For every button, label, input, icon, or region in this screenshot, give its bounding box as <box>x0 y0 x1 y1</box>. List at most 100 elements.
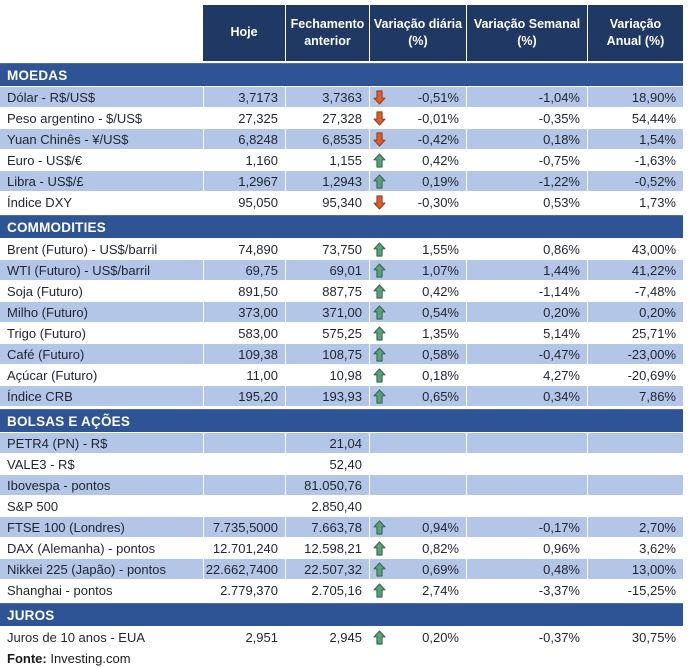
value-previous-close: 52,40 <box>285 454 369 474</box>
value-daily-change: -0,42% <box>417 131 459 147</box>
value-weekly-change <box>466 454 587 474</box>
down-arrow-icon <box>373 110 386 126</box>
value-annual-change: 54,44% <box>587 108 683 128</box>
value-weekly-change: 0,20% <box>466 302 587 322</box>
table-row[interactable]: Açúcar (Futuro) 11,00 10,98 0,18% 4,27% … <box>0 365 683 386</box>
daily-change-cell <box>369 433 466 453</box>
table-row[interactable]: Yuan Chinês - ¥/US$ 6,8248 6,8535 -0,42%… <box>0 129 683 150</box>
value-daily-change: 0,69% <box>422 561 459 577</box>
up-arrow-icon <box>373 540 386 556</box>
col-header-weekly-change: Variação Semanal (%) <box>466 5 587 61</box>
trend-arrow-slot <box>373 388 387 404</box>
trend-arrow-slot <box>373 629 387 645</box>
trend-arrow-slot <box>373 561 387 577</box>
trend-arrow-slot <box>373 304 387 320</box>
value-today <box>203 496 285 516</box>
table-row[interactable]: S&P 500 2.850,40 <box>0 496 683 517</box>
trend-arrow-slot <box>373 194 387 210</box>
value-daily-change: 0,42% <box>422 152 459 168</box>
value-previous-close: 371,00 <box>285 302 369 322</box>
table-row[interactable]: Nikkei 225 (Japão) - pontos 22.662,7400 … <box>0 559 683 580</box>
down-arrow-icon <box>373 194 386 210</box>
value-previous-close: 69,01 <box>285 260 369 280</box>
value-annual-change: 25,71% <box>587 323 683 343</box>
value-daily-change: 0,19% <box>422 173 459 189</box>
table-row[interactable]: Índice CRB 195,20 193,93 0,65% 0,34% 7,8… <box>0 386 683 407</box>
value-weekly-change: 1,44% <box>466 260 587 280</box>
daily-change-cell <box>369 496 466 516</box>
trend-arrow-slot <box>373 241 387 257</box>
value-previous-close: 73,750 <box>285 239 369 259</box>
table-row[interactable]: Euro - US$/€ 1,160 1,155 0,42% -0,75% -1… <box>0 150 683 171</box>
table-row[interactable]: DAX (Alemanha) - pontos 12.701,240 12.59… <box>0 538 683 559</box>
value-today: 3,7173 <box>203 87 285 107</box>
table-row[interactable]: Brent (Futuro) - US$/barril 74,890 73,75… <box>0 239 683 260</box>
value-today: 1,160 <box>203 150 285 170</box>
table-row[interactable]: Peso argentino - $/US$ 27,325 27,328 -0,… <box>0 108 683 129</box>
up-arrow-icon <box>373 629 386 645</box>
daily-change-cell: -0,42% <box>369 129 466 149</box>
table-row[interactable]: Milho (Futuro) 373,00 371,00 0,54% 0,20%… <box>0 302 683 323</box>
value-previous-close: 1,155 <box>285 150 369 170</box>
value-annual-change: -1,63% <box>587 150 683 170</box>
value-previous-close: 22.507,32 <box>285 559 369 579</box>
value-weekly-change: -1,14% <box>466 281 587 301</box>
table-row[interactable]: Trigo (Futuro) 583,00 575,25 1,35% 5,14%… <box>0 323 683 344</box>
table-row[interactable]: VALE3 - R$ 52,40 <box>0 454 683 475</box>
table-row[interactable]: Índice DXY 95,050 95,340 -0,30% 0,53% 1,… <box>0 192 683 213</box>
row-label: Shanghai - pontos <box>7 582 113 598</box>
row-label: DAX (Alemanha) - pontos <box>7 540 156 556</box>
table-row[interactable]: WTI (Futuro) - US$/barril 69,75 69,01 1,… <box>0 260 683 281</box>
table-row[interactable]: FTSE 100 (Londres) 7.735,5000 7.663,78 0… <box>0 517 683 538</box>
value-previous-close: 1,2943 <box>285 171 369 191</box>
table-row[interactable]: Dólar - R$/US$ 3,7173 3,7363 -0,51% -1,0… <box>0 87 683 108</box>
table-row[interactable]: Soja (Futuro) 891,50 887,75 0,42% -1,14%… <box>0 281 683 302</box>
trend-arrow-slot <box>373 89 387 105</box>
up-arrow-icon <box>373 241 386 257</box>
section-header-band: MOEDAS <box>0 63 683 86</box>
table-section: COMMODITIES Brent (Futuro) - US$/barril … <box>0 215 683 407</box>
section-header-band: BOLSAS E AÇÕES <box>0 409 683 432</box>
row-label: Índice CRB <box>7 388 73 404</box>
value-today <box>203 475 285 495</box>
value-previous-close: 7.663,78 <box>285 517 369 537</box>
row-label: VALE3 - R$ <box>7 456 75 472</box>
row-label: Soja (Futuro) <box>7 283 83 299</box>
daily-change-cell: 1,07% <box>369 260 466 280</box>
value-weekly-change: 4,27% <box>466 365 587 385</box>
daily-change-cell: 0,20% <box>369 627 466 647</box>
trend-arrow-slot <box>373 131 387 147</box>
col-header-annual-change: Variação Anual (%) <box>587 5 683 61</box>
value-weekly-change: -3,37% <box>466 580 587 600</box>
value-today: 7.735,5000 <box>203 517 285 537</box>
table-row[interactable]: Ibovespa - pontos 81.050,76 <box>0 475 683 496</box>
table-row[interactable]: PETR4 (PN) - R$ 21,04 <box>0 433 683 454</box>
row-label: Índice DXY <box>7 194 73 210</box>
table-row[interactable]: Shanghai - pontos 2.779,370 2.705,16 2,7… <box>0 580 683 601</box>
trend-arrow-slot <box>373 152 387 168</box>
value-annual-change: -23,00% <box>587 344 683 364</box>
table-section: BOLSAS E AÇÕES PETR4 (PN) - R$ 21,04 VAL… <box>0 409 683 601</box>
daily-change-cell: 0,65% <box>369 386 466 406</box>
table-row[interactable]: Juros de 10 anos - EUA 2,951 2,945 0,20%… <box>0 627 683 648</box>
value-annual-change: 2,70% <box>587 517 683 537</box>
up-arrow-icon <box>373 519 386 535</box>
table-row[interactable]: Libra - US$/£ 1,2967 1,2943 0,19% -1,22%… <box>0 171 683 192</box>
value-daily-change: 0,54% <box>422 304 459 320</box>
row-label: Brent (Futuro) - US$/barril <box>7 241 158 257</box>
value-previous-close: 12.598,21 <box>285 538 369 558</box>
value-today: 69,75 <box>203 260 285 280</box>
value-today: 2,951 <box>203 627 285 647</box>
market-table: Hoje Fechamento anterior Variação diária… <box>0 5 683 648</box>
value-weekly-change: -1,22% <box>466 171 587 191</box>
section-title: JUROS <box>7 607 55 623</box>
row-label: Juros de 10 anos - EUA <box>7 629 146 645</box>
value-weekly-change: 0,18% <box>466 129 587 149</box>
daily-change-cell: -0,30% <box>369 192 466 212</box>
daily-change-cell: 0,58% <box>369 344 466 364</box>
value-previous-close: 10,98 <box>285 365 369 385</box>
daily-change-cell: 1,55% <box>369 239 466 259</box>
trend-arrow-slot <box>373 540 387 556</box>
value-daily-change: 0,82% <box>422 540 459 556</box>
table-row[interactable]: Café (Futuro) 109,38 108,75 0,58% -0,47%… <box>0 344 683 365</box>
